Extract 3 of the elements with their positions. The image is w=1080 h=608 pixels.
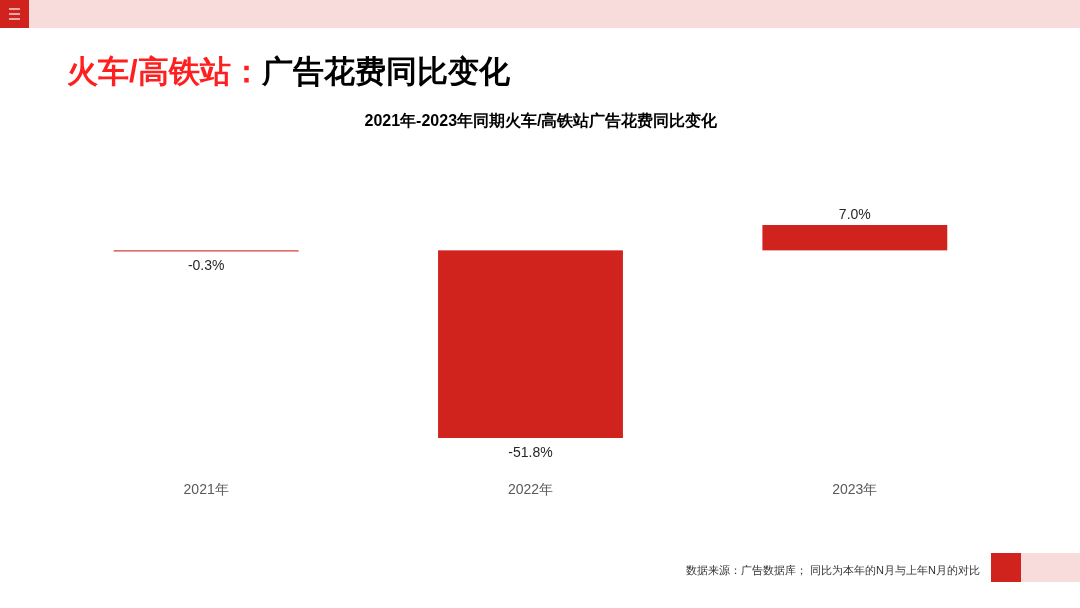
subtitle: 2021年-2023年同期火车/高铁站广告花费同比变化 <box>364 112 718 129</box>
title: 火车/高铁站：广告花费同比变化 <box>67 54 510 89</box>
annotation: 数据来源：广告数据库； 同比为本年的N月与上年N月的对比 <box>686 564 980 576</box>
